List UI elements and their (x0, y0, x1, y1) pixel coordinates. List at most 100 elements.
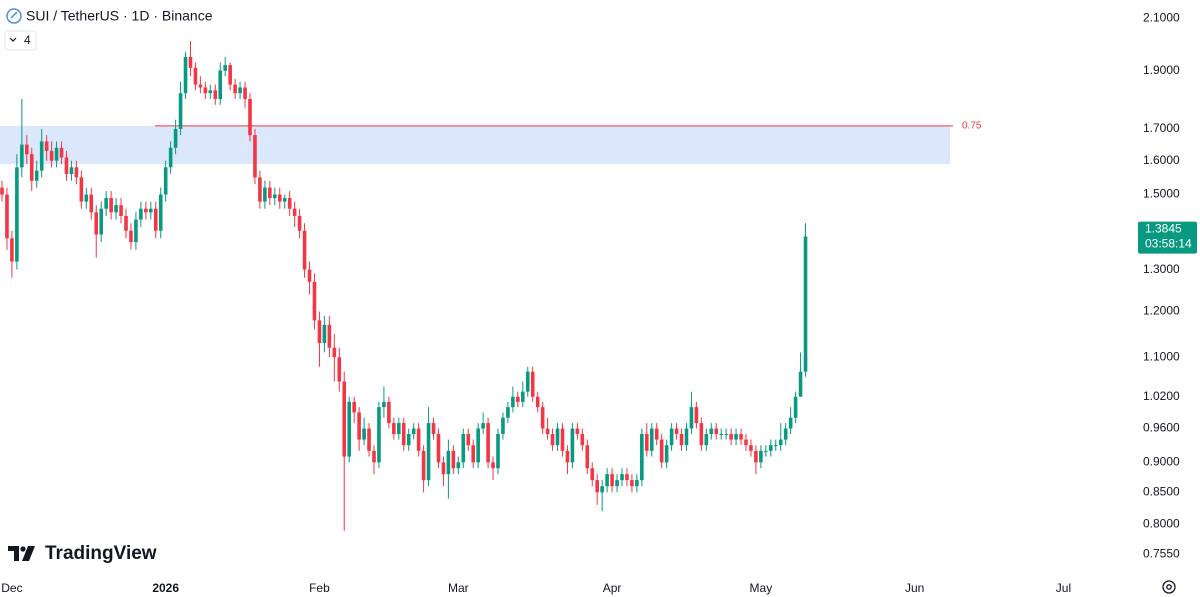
candle-body (694, 407, 699, 424)
candle-body (550, 434, 555, 446)
candle-body (605, 474, 609, 487)
candle-body (466, 434, 471, 446)
candle-body (590, 468, 595, 481)
candle-body (759, 450, 763, 463)
x-tick-label: Mar (448, 581, 469, 595)
candle-body (501, 417, 505, 435)
settings-button[interactable] (1162, 580, 1176, 594)
candle-body (0, 187, 4, 195)
candle-body (674, 428, 679, 435)
candle-body (630, 480, 634, 487)
candle-body (679, 434, 684, 446)
candle-body (149, 208, 153, 213)
symbol-icon-mark (10, 11, 18, 19)
candle-body (208, 90, 213, 94)
candle-body (426, 423, 431, 481)
candle-body (218, 70, 223, 99)
candle-body (49, 150, 54, 161)
candle-body (134, 219, 138, 243)
candle-body (307, 269, 312, 282)
candle-body (530, 371, 535, 397)
candle-body (109, 198, 113, 213)
candle-body (377, 407, 381, 463)
candle-body (565, 450, 570, 463)
price-label: 1.3845 (1145, 222, 1182, 236)
candle-body (34, 170, 39, 181)
candle-body (441, 462, 446, 475)
candle-body (615, 480, 619, 487)
candle-body (739, 434, 743, 440)
candle-body (714, 428, 719, 435)
candle-body (401, 423, 406, 446)
candle-body (525, 371, 530, 392)
candle-body (734, 434, 738, 440)
countdown-label: 03:58:14 (1145, 237, 1192, 251)
y-tick-label: 1.6000 (1143, 153, 1180, 167)
candle-body (481, 423, 485, 429)
candle-body (104, 198, 108, 209)
candle-body (600, 486, 604, 493)
candle-body (511, 396, 515, 408)
candle-body (273, 194, 277, 199)
candle-body (44, 141, 49, 151)
watermark: TradingView (45, 543, 157, 564)
candle-body (397, 423, 401, 435)
candle-body (203, 87, 208, 94)
y-tick-label: 1.0200 (1143, 389, 1180, 403)
y-tick-label: 0.9000 (1143, 455, 1180, 469)
candle-body (168, 147, 173, 168)
candle-body (94, 212, 99, 235)
candle-body (555, 428, 560, 446)
price-label-box (1138, 221, 1197, 254)
candle-body (461, 434, 466, 463)
candle-body (124, 215, 128, 231)
candle-body (719, 434, 723, 436)
candle-body (183, 57, 188, 94)
candle-body (69, 167, 74, 174)
candle-body (54, 147, 59, 161)
candle-body (506, 407, 510, 418)
candle-body (362, 428, 366, 440)
candle-body (421, 450, 426, 481)
candle-body (312, 281, 317, 321)
candle-body (803, 236, 808, 372)
candle-body (635, 480, 639, 487)
candle-body (287, 198, 292, 209)
candle-body (411, 428, 416, 435)
candle-body (158, 194, 163, 231)
candle-body (64, 157, 69, 174)
candle-body (342, 381, 347, 457)
candle-body (153, 208, 158, 231)
candle-body (263, 187, 267, 202)
candle-body (392, 423, 396, 435)
candle-body (764, 450, 768, 452)
candle-body (664, 445, 669, 463)
candle-body (645, 434, 649, 451)
candle-body (699, 423, 704, 446)
candle-body (516, 396, 520, 402)
candle-body (773, 445, 778, 447)
candle-body (778, 439, 783, 446)
candle-body (704, 434, 709, 446)
candle-body (5, 194, 9, 239)
candle-body (367, 428, 371, 451)
indicators-toggle[interactable] (4, 30, 37, 51)
candle-body (724, 434, 728, 436)
candle-body (754, 450, 758, 463)
candle-body (243, 87, 247, 99)
candle-body (337, 357, 342, 382)
candle-body (416, 428, 421, 451)
candle-body (317, 320, 322, 344)
indicators-count: 4 (24, 33, 31, 47)
candle-body (451, 450, 456, 469)
level-label: 0.75 (962, 121, 982, 132)
candle-body (446, 450, 451, 475)
x-tick-label: May (750, 581, 773, 595)
candle-body (39, 141, 44, 171)
candle-body (29, 154, 34, 181)
candle-body (238, 87, 242, 94)
y-tick-label: 1.9000 (1143, 63, 1180, 77)
y-tick-label: 1.5000 (1143, 187, 1180, 201)
candle-body (347, 401, 351, 457)
